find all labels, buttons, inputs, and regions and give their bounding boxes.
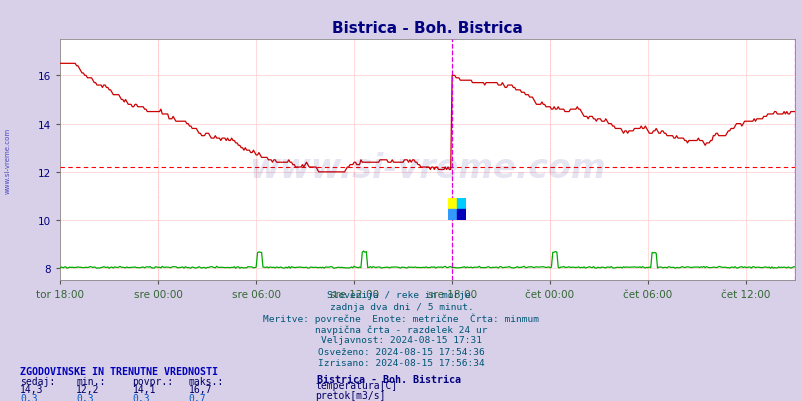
Text: Veljavnost: 2024-08-15 17:31: Veljavnost: 2024-08-15 17:31 [321,336,481,344]
Text: min.:: min.: [76,376,106,386]
Text: Slovenija / reke in morje.: Slovenija / reke in morje. [326,291,476,300]
Bar [448,209,456,221]
Text: sedaj:: sedaj: [20,376,55,386]
Text: maks.:: maks.: [188,376,224,386]
Bar [456,198,465,209]
Text: zadnja dva dni / 5 minut.: zadnja dva dni / 5 minut. [329,302,473,311]
Text: pretok[m3/s]: pretok[m3/s] [315,390,386,400]
Text: Bistrica - Boh. Bistrica: Bistrica - Boh. Bistrica [317,374,460,384]
Text: 0,3: 0,3 [20,393,38,401]
Bar [456,209,465,221]
Title: Bistrica - Boh. Bistrica: Bistrica - Boh. Bistrica [332,21,522,36]
Text: www.si-vreme.com: www.si-vreme.com [249,151,606,184]
Text: Izrisano: 2024-08-15 17:56:34: Izrisano: 2024-08-15 17:56:34 [318,358,484,367]
Text: 14,3: 14,3 [20,384,43,394]
Text: www.si-vreme.com: www.si-vreme.com [5,128,10,193]
Text: Osveženo: 2024-08-15 17:54:36: Osveženo: 2024-08-15 17:54:36 [318,347,484,356]
Text: ZGODOVINSKE IN TRENUTNE VREDNOSTI: ZGODOVINSKE IN TRENUTNE VREDNOSTI [20,366,218,376]
Text: 0,3: 0,3 [76,393,94,401]
Text: povpr.:: povpr.: [132,376,173,386]
Text: 16,7: 16,7 [188,384,212,394]
Text: temperatura[C]: temperatura[C] [315,381,397,391]
Text: 14,1: 14,1 [132,384,156,394]
Text: 12,2: 12,2 [76,384,99,394]
Text: Meritve: povrečne  Enote: metrične  Črta: minmum: Meritve: povrečne Enote: metrične Črta: … [263,313,539,324]
Bar [448,198,456,209]
Text: 0,7: 0,7 [188,393,206,401]
Text: 0,3: 0,3 [132,393,150,401]
Text: navpična črta - razdelek 24 ur: navpična črta - razdelek 24 ur [315,324,487,334]
